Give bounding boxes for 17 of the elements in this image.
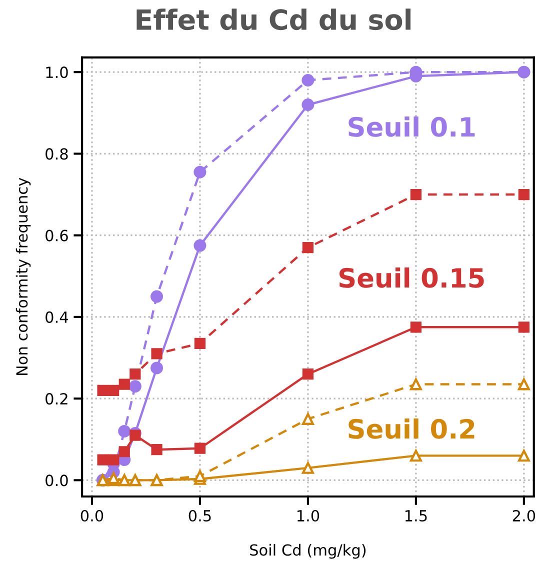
y-tick-label: 0.4 <box>46 311 68 323</box>
y-tick-label: 0.8 <box>46 148 68 160</box>
x-tick-label: 2.0 <box>512 510 536 522</box>
x-tick-label: 1.0 <box>297 510 320 522</box>
y-tick-label: 0.6 <box>46 230 68 242</box>
y-axis-title: Non conformity frequency <box>16 178 31 376</box>
y-tick-label: 0.2 <box>46 393 68 405</box>
series-label: Seuil 0.2 <box>348 418 474 439</box>
series-label: Seuil 0.15 <box>339 267 484 288</box>
series-label: Seuil 0.1 <box>348 116 475 137</box>
x-tick-label: 0.5 <box>188 510 211 522</box>
y-tick-label: 0.0 <box>46 474 68 486</box>
x-tick-label: 0.0 <box>80 510 104 522</box>
x-tick-label: 1.5 <box>405 510 427 522</box>
y-tick-label: 1.0 <box>46 66 68 78</box>
x-axis-title: Soil Cd (mg/kg) <box>250 544 366 559</box>
chart-title: Effet du Cd du sol <box>136 8 411 30</box>
